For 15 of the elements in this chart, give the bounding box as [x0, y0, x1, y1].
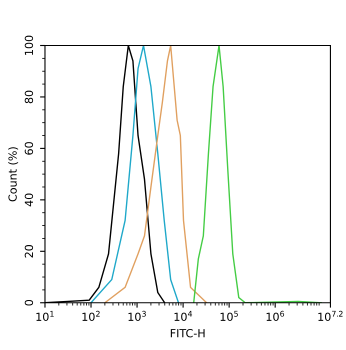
- x-axis-title: FITC-H: [170, 328, 205, 338]
- x-tick-label: 10$^{5}$: [220, 310, 238, 321]
- y-tick-label: 20: [24, 244, 34, 258]
- y-tick-label: 0: [24, 300, 34, 306]
- y-tick-label: 100: [24, 36, 34, 55]
- x-tick-label: 10$^{3}$: [128, 310, 146, 321]
- x-tick-label: 10$^{6}$: [266, 310, 284, 321]
- y-axis-title: Count (%): [8, 147, 18, 202]
- x-tick-label: 10$^{4}$: [174, 310, 192, 321]
- y-tick-label: 80: [24, 90, 34, 104]
- y-tick-label: 40: [24, 194, 34, 206]
- y-tick-label: 60: [24, 142, 34, 155]
- x-tick-label: 10$^{2}$: [82, 310, 100, 321]
- x-tick-label: 10$^{7.2}$: [318, 310, 343, 321]
- x-tick-label: 10$^{1}$: [36, 310, 54, 321]
